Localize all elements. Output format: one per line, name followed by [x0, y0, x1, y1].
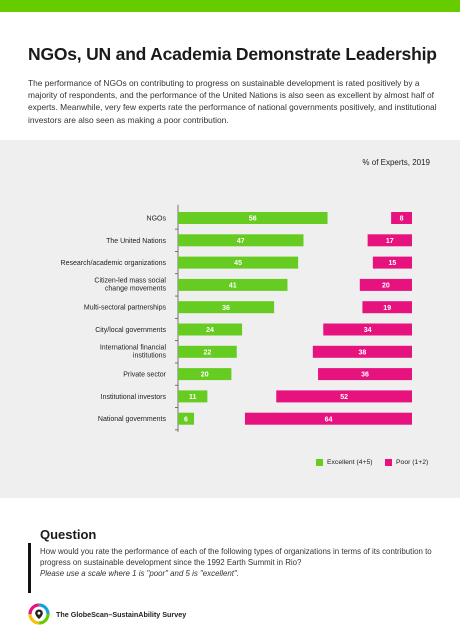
bar-excellent-label: 11	[189, 394, 197, 401]
bar-poor	[312, 345, 412, 358]
category-label: City/local governments	[95, 327, 166, 334]
legend-poor-swatch	[385, 459, 392, 466]
bar-chart: NGOs 56 8 The United Nations 47 17 Research/ac…	[61, 204, 412, 432]
question-body: How would you rate the performance of ea…	[40, 547, 432, 568]
bar-poor-label: 8	[400, 216, 404, 223]
bar-excellent	[178, 256, 299, 269]
bar-excellent	[178, 345, 237, 358]
bar-poor	[276, 390, 412, 403]
legend-excellent-label: Excellent (4+5)	[327, 459, 373, 466]
question-accent-bar	[28, 543, 31, 593]
brand-top-bar	[0, 0, 460, 12]
bar-poor-label: 15	[389, 260, 397, 267]
bar-excellent	[178, 412, 195, 425]
bar-poor-label: 19	[383, 305, 391, 312]
bar-excellent	[178, 390, 208, 403]
bar-excellent-label: 20	[201, 372, 209, 379]
bar-excellent-label: 36	[222, 305, 230, 312]
bar-excellent	[178, 212, 328, 224]
globe-location-logo-icon	[28, 603, 50, 625]
bar-poor	[367, 234, 412, 247]
category-label: International financial institutions	[100, 344, 167, 359]
page-title: NGOs, UN and Academia Demonstrate Leader…	[28, 44, 437, 64]
bar-poor	[244, 412, 412, 425]
bar-excellent-label: 56	[249, 216, 257, 223]
bar-poor	[372, 256, 412, 269]
bar-poor-label: 64	[325, 416, 333, 423]
legend-poor-label: Poor (1+2)	[396, 459, 429, 466]
footer-text: The GlobeScan–SustainAbility Survey	[56, 609, 187, 619]
bar-poor	[362, 301, 412, 314]
category-label: Private sector	[123, 372, 166, 379]
bar-poor-label: 17	[386, 238, 394, 245]
chart-panel: % of Experts, 2019 NGOs 56 8 The United Nat…	[0, 140, 460, 498]
category-label: Institutional investors	[101, 394, 167, 401]
bar-poor-label: 34	[364, 327, 372, 334]
bar-excellent-label: 22	[203, 349, 211, 356]
category-label: Multi-sectoral partnerships	[84, 305, 167, 312]
bar-poor-label: 36	[361, 372, 369, 379]
legend-poor: Poor (1+2)	[385, 459, 428, 466]
bar-excellent-label: 47	[237, 238, 245, 245]
bar-excellent-label: 6	[184, 416, 188, 423]
bar-excellent	[178, 368, 232, 381]
bar-poor-label: 52	[340, 394, 348, 401]
category-label: National governments	[98, 416, 167, 423]
bar-poor	[323, 323, 412, 336]
bar-excellent-label: 41	[229, 283, 237, 290]
bar-poor-label: 20	[382, 283, 390, 290]
question-title: Question	[40, 527, 97, 542]
footer: The GlobeScan–SustainAbility Survey	[28, 603, 186, 625]
legend-excellent-swatch	[316, 459, 323, 466]
bar-poor-label: 38	[359, 349, 367, 356]
category-label: Citizen-led mass social change movements	[94, 277, 166, 292]
bar-excellent-label: 45	[234, 260, 242, 267]
bar-excellent-label: 24	[206, 327, 214, 334]
bar-excellent	[178, 301, 275, 314]
legend-excellent: Excellent (4+5)	[316, 459, 373, 466]
intro-paragraph: The performance of NGOs on contributing …	[28, 78, 437, 125]
question-note: Please use a scale where 1 is "poor" and…	[40, 569, 239, 579]
bar-poor	[391, 212, 412, 224]
category-label: Research/academic organizations	[61, 260, 167, 267]
category-label: The United Nations	[106, 238, 166, 245]
question-text: How would you rate the performance of ea…	[40, 546, 440, 580]
chart-subtitle: % of Experts, 2019	[362, 158, 430, 167]
category-label: NGOs	[147, 216, 167, 223]
bar-poor	[359, 278, 412, 291]
bar-excellent	[178, 278, 288, 291]
bar-excellent	[178, 234, 304, 247]
bar-excellent	[178, 323, 243, 336]
bar-poor	[318, 368, 412, 381]
